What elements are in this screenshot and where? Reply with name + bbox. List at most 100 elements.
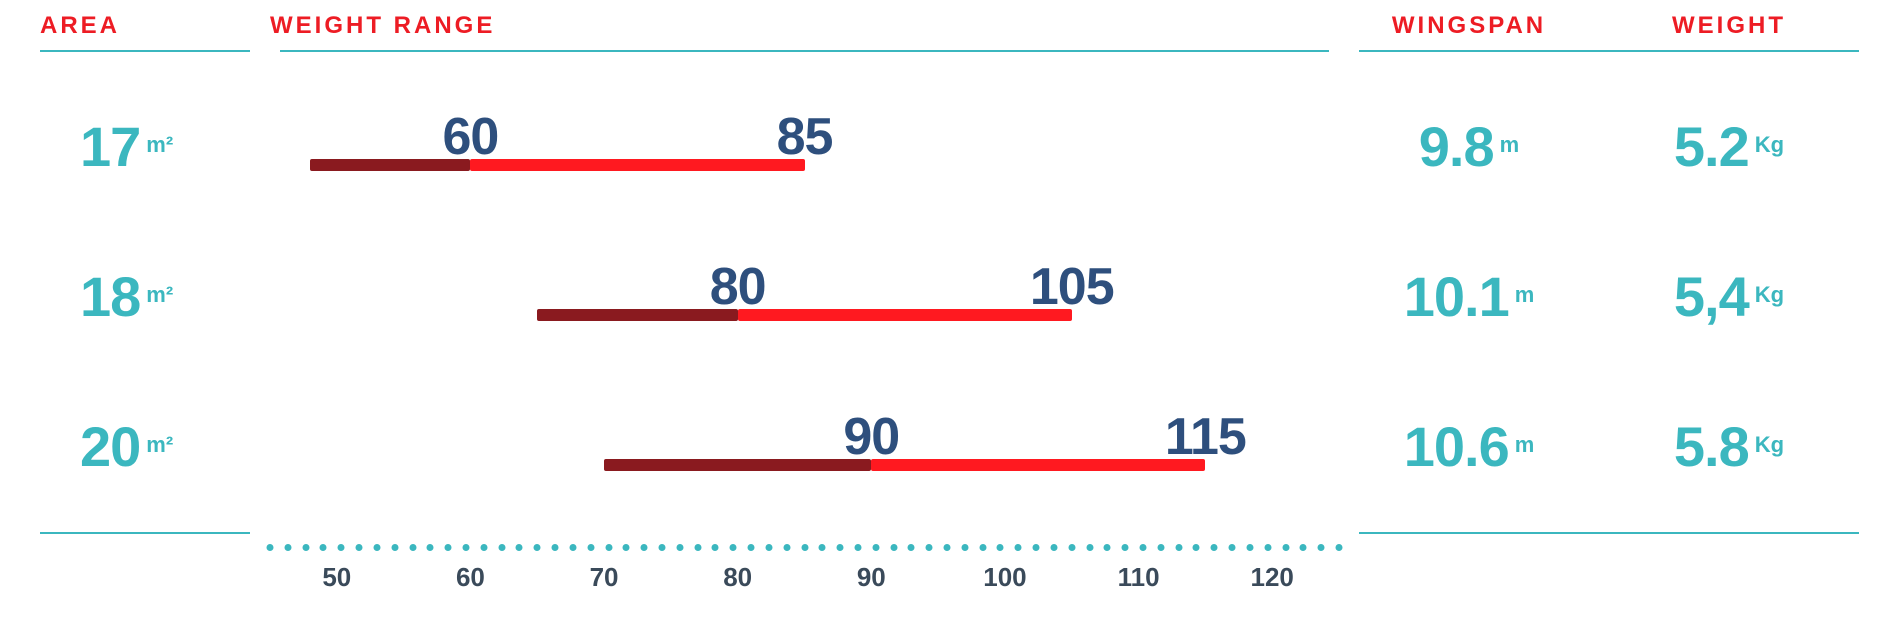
axis-dot <box>1336 544 1343 551</box>
axis-dot <box>961 544 968 551</box>
weight-unit: Kg <box>1755 132 1784 157</box>
axis-dot <box>1104 544 1111 551</box>
axis-dot <box>569 544 576 551</box>
axis-dot <box>676 544 683 551</box>
axis-dot <box>1229 544 1236 551</box>
axis-dot <box>373 544 380 551</box>
axis-dot <box>516 544 523 551</box>
range-high-label: 115 <box>1165 407 1246 467</box>
wingspan-cell: 10.1m <box>1339 269 1599 325</box>
axis-dot <box>623 544 630 551</box>
axis-tick-label: 110 <box>1118 562 1160 593</box>
axis-dot <box>765 544 772 551</box>
axis-dot <box>890 544 897 551</box>
axis-dot <box>1033 544 1040 551</box>
range-low-label: 60 <box>443 107 499 167</box>
range-bar-extended <box>310 159 470 171</box>
range-low-label: 90 <box>843 407 899 467</box>
axis-dot <box>837 544 844 551</box>
axis-dot <box>1318 544 1325 551</box>
axis-dot <box>926 544 933 551</box>
axis-dot <box>997 544 1004 551</box>
axis-dot <box>1264 544 1271 551</box>
axis-dot <box>391 544 398 551</box>
header-wingspan: WINGSPAN <box>1339 12 1599 40</box>
table-row: 17m²60859.8m5.2Kg <box>40 72 1859 222</box>
weight-cell: 5.2Kg <box>1599 119 1859 175</box>
header-weight-range: WEIGHT RANGE <box>270 12 1339 40</box>
axis: 5060708090100110120 <box>270 544 1339 614</box>
weight-cell: 5.8Kg <box>1599 419 1859 475</box>
axis-tick-label: 50 <box>322 562 351 593</box>
range-bar-extended <box>537 309 737 321</box>
wingspan-value: 10.1 <box>1404 265 1509 328</box>
axis-dot <box>819 544 826 551</box>
area-value: 20 <box>80 415 140 478</box>
axis-tick-label: 80 <box>723 562 752 593</box>
area-unit: m² <box>146 432 173 457</box>
axis-dot <box>730 544 737 551</box>
axis-dot <box>1015 544 1022 551</box>
range-track: 6085 <box>270 107 1339 187</box>
axis-dot <box>427 544 434 551</box>
range-bar-extended <box>604 459 871 471</box>
header-weight: WEIGHT <box>1599 12 1859 40</box>
top-divider <box>40 50 1859 52</box>
range-high-label: 105 <box>1030 257 1114 317</box>
axis-dot <box>1068 544 1075 551</box>
axis-dot <box>944 544 951 551</box>
axis-tick-label: 100 <box>983 562 1026 593</box>
axis-tick-label: 70 <box>590 562 619 593</box>
range-cell: 90 115 <box>270 407 1339 487</box>
wingspan-unit: m <box>1500 132 1520 157</box>
axis-dot <box>320 544 327 551</box>
weight-value: 5.2 <box>1674 115 1749 178</box>
axis-dot <box>462 544 469 551</box>
axis-dot <box>854 544 861 551</box>
axis-dot <box>409 544 416 551</box>
weight-value: 5,4 <box>1674 265 1749 328</box>
axis-dot <box>712 544 719 551</box>
wingspan-unit: m <box>1515 432 1535 457</box>
area-unit: m² <box>146 282 173 307</box>
range-bar-ideal <box>470 159 804 171</box>
axis-dot <box>1193 544 1200 551</box>
axis-dot <box>1122 544 1129 551</box>
weight-unit: Kg <box>1755 282 1784 307</box>
header-area: AREA <box>40 12 270 40</box>
weight-cell: 5,4Kg <box>1599 269 1859 325</box>
wingspan-unit: m <box>1515 282 1535 307</box>
axis-dot <box>587 544 594 551</box>
range-track: 80105 <box>270 257 1339 337</box>
axis-dot <box>1211 544 1218 551</box>
axis-dot <box>748 544 755 551</box>
weight-value: 5.8 <box>1674 415 1749 478</box>
table-row: 18m²8010510.1m5,4Kg <box>40 222 1859 372</box>
axis-dot <box>267 544 274 551</box>
axis-dot <box>1157 544 1164 551</box>
axis-dot <box>1086 544 1093 551</box>
area-unit: m² <box>146 132 173 157</box>
range-bar-ideal <box>871 459 1205 471</box>
range-bar-ideal <box>738 309 1072 321</box>
axis-dot <box>694 544 701 551</box>
area-cell: 18m² <box>40 269 270 325</box>
wingspan-value: 9.8 <box>1419 115 1494 178</box>
axis-dot <box>534 544 541 551</box>
axis-dot <box>658 544 665 551</box>
axis-dot <box>605 544 612 551</box>
table-row: 20m²9011510.6m5.8Kg <box>40 372 1859 522</box>
weight-unit: Kg <box>1755 432 1784 457</box>
axis-dot <box>1175 544 1182 551</box>
axis-dot <box>1140 544 1147 551</box>
range-cell: 80105 <box>270 257 1339 337</box>
axis-dot <box>801 544 808 551</box>
axis-dot <box>1050 544 1057 551</box>
wingspan-cell: 9.8m <box>1339 119 1599 175</box>
header-row: AREA WEIGHT RANGE WINGSPAN WEIGHT <box>40 0 1859 40</box>
range-cell: 6085 <box>270 107 1339 187</box>
axis-dot <box>284 544 291 551</box>
area-cell: 20m² <box>40 419 270 475</box>
axis-tick-label: 120 <box>1250 562 1293 593</box>
axis-dots <box>270 544 1339 552</box>
